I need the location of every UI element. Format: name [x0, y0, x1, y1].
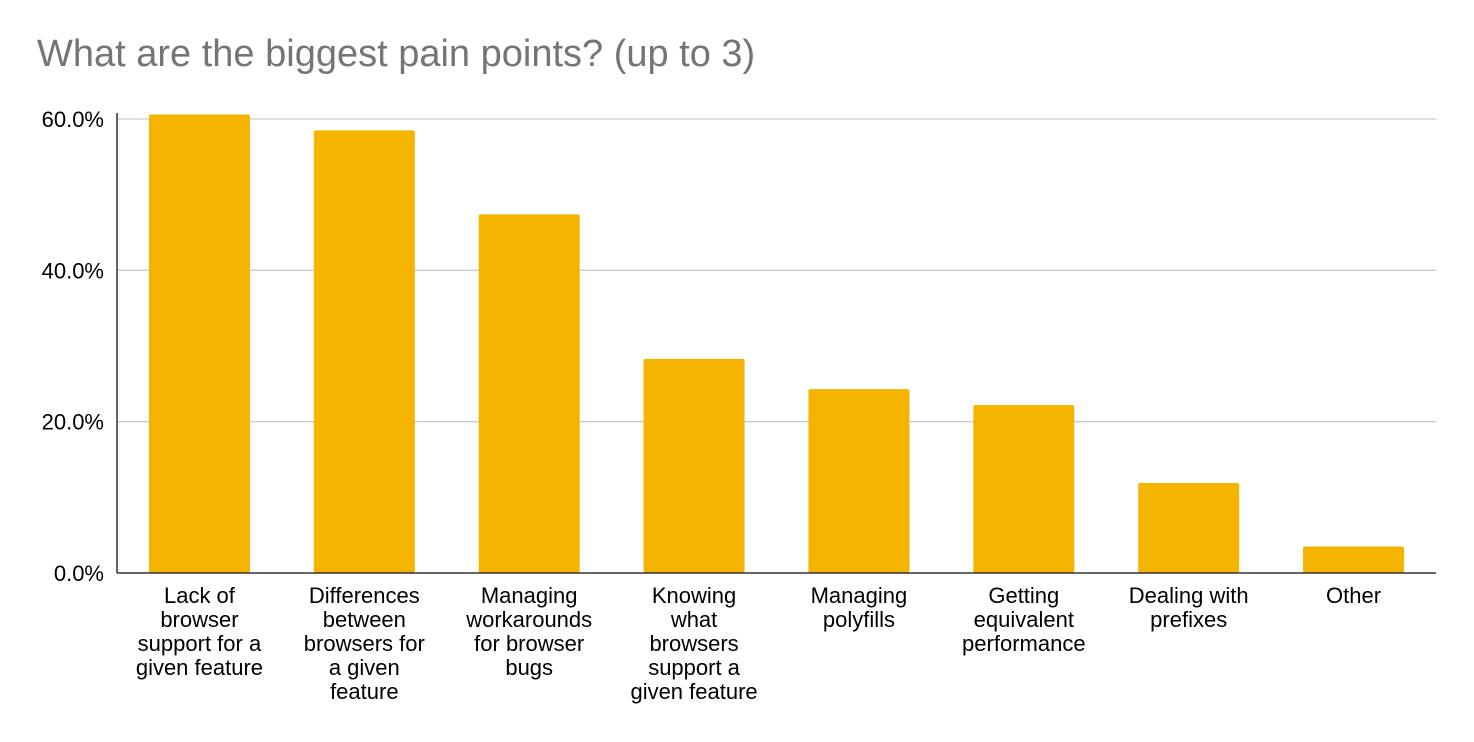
y-tick-label: 20.0% — [42, 410, 104, 435]
bar — [478, 214, 580, 573]
x-tick-label: Managing workarounds for browser bugs — [465, 583, 592, 680]
x-axis-labels: Lack of browser support for a given feature… — [136, 583, 1381, 704]
y-tick-label: 60.0% — [42, 107, 104, 132]
x-tick-label: Getting equivalent performance — [962, 583, 1086, 656]
bar — [643, 358, 745, 573]
chart-title: What are the biggest pain points? (up to… — [37, 33, 755, 75]
bar — [1138, 482, 1240, 573]
y-tick-label: 0.0% — [54, 561, 104, 586]
y-axis-ticks: 0.0% 20.0% 40.0% 60.0% — [42, 107, 104, 586]
bar — [313, 130, 415, 573]
x-tick-label: Dealing with prefixes — [1129, 583, 1249, 632]
axes — [116, 113, 1436, 574]
bar — [808, 389, 910, 573]
bar — [973, 405, 1075, 573]
y-tick-label: 40.0% — [42, 258, 104, 283]
x-tick-label: Managing polyfills — [811, 583, 908, 632]
x-tick-label: Differences between browsers for a given fea… — [304, 583, 425, 704]
x-tick-label: Other — [1326, 583, 1381, 608]
bars — [148, 114, 1405, 574]
bar — [1303, 546, 1405, 573]
bar — [148, 114, 250, 574]
x-tick-label: Lack of browser support for a given feature — [136, 583, 263, 680]
x-tick-label: Knowing what browsers support a given featur… — [630, 583, 757, 704]
